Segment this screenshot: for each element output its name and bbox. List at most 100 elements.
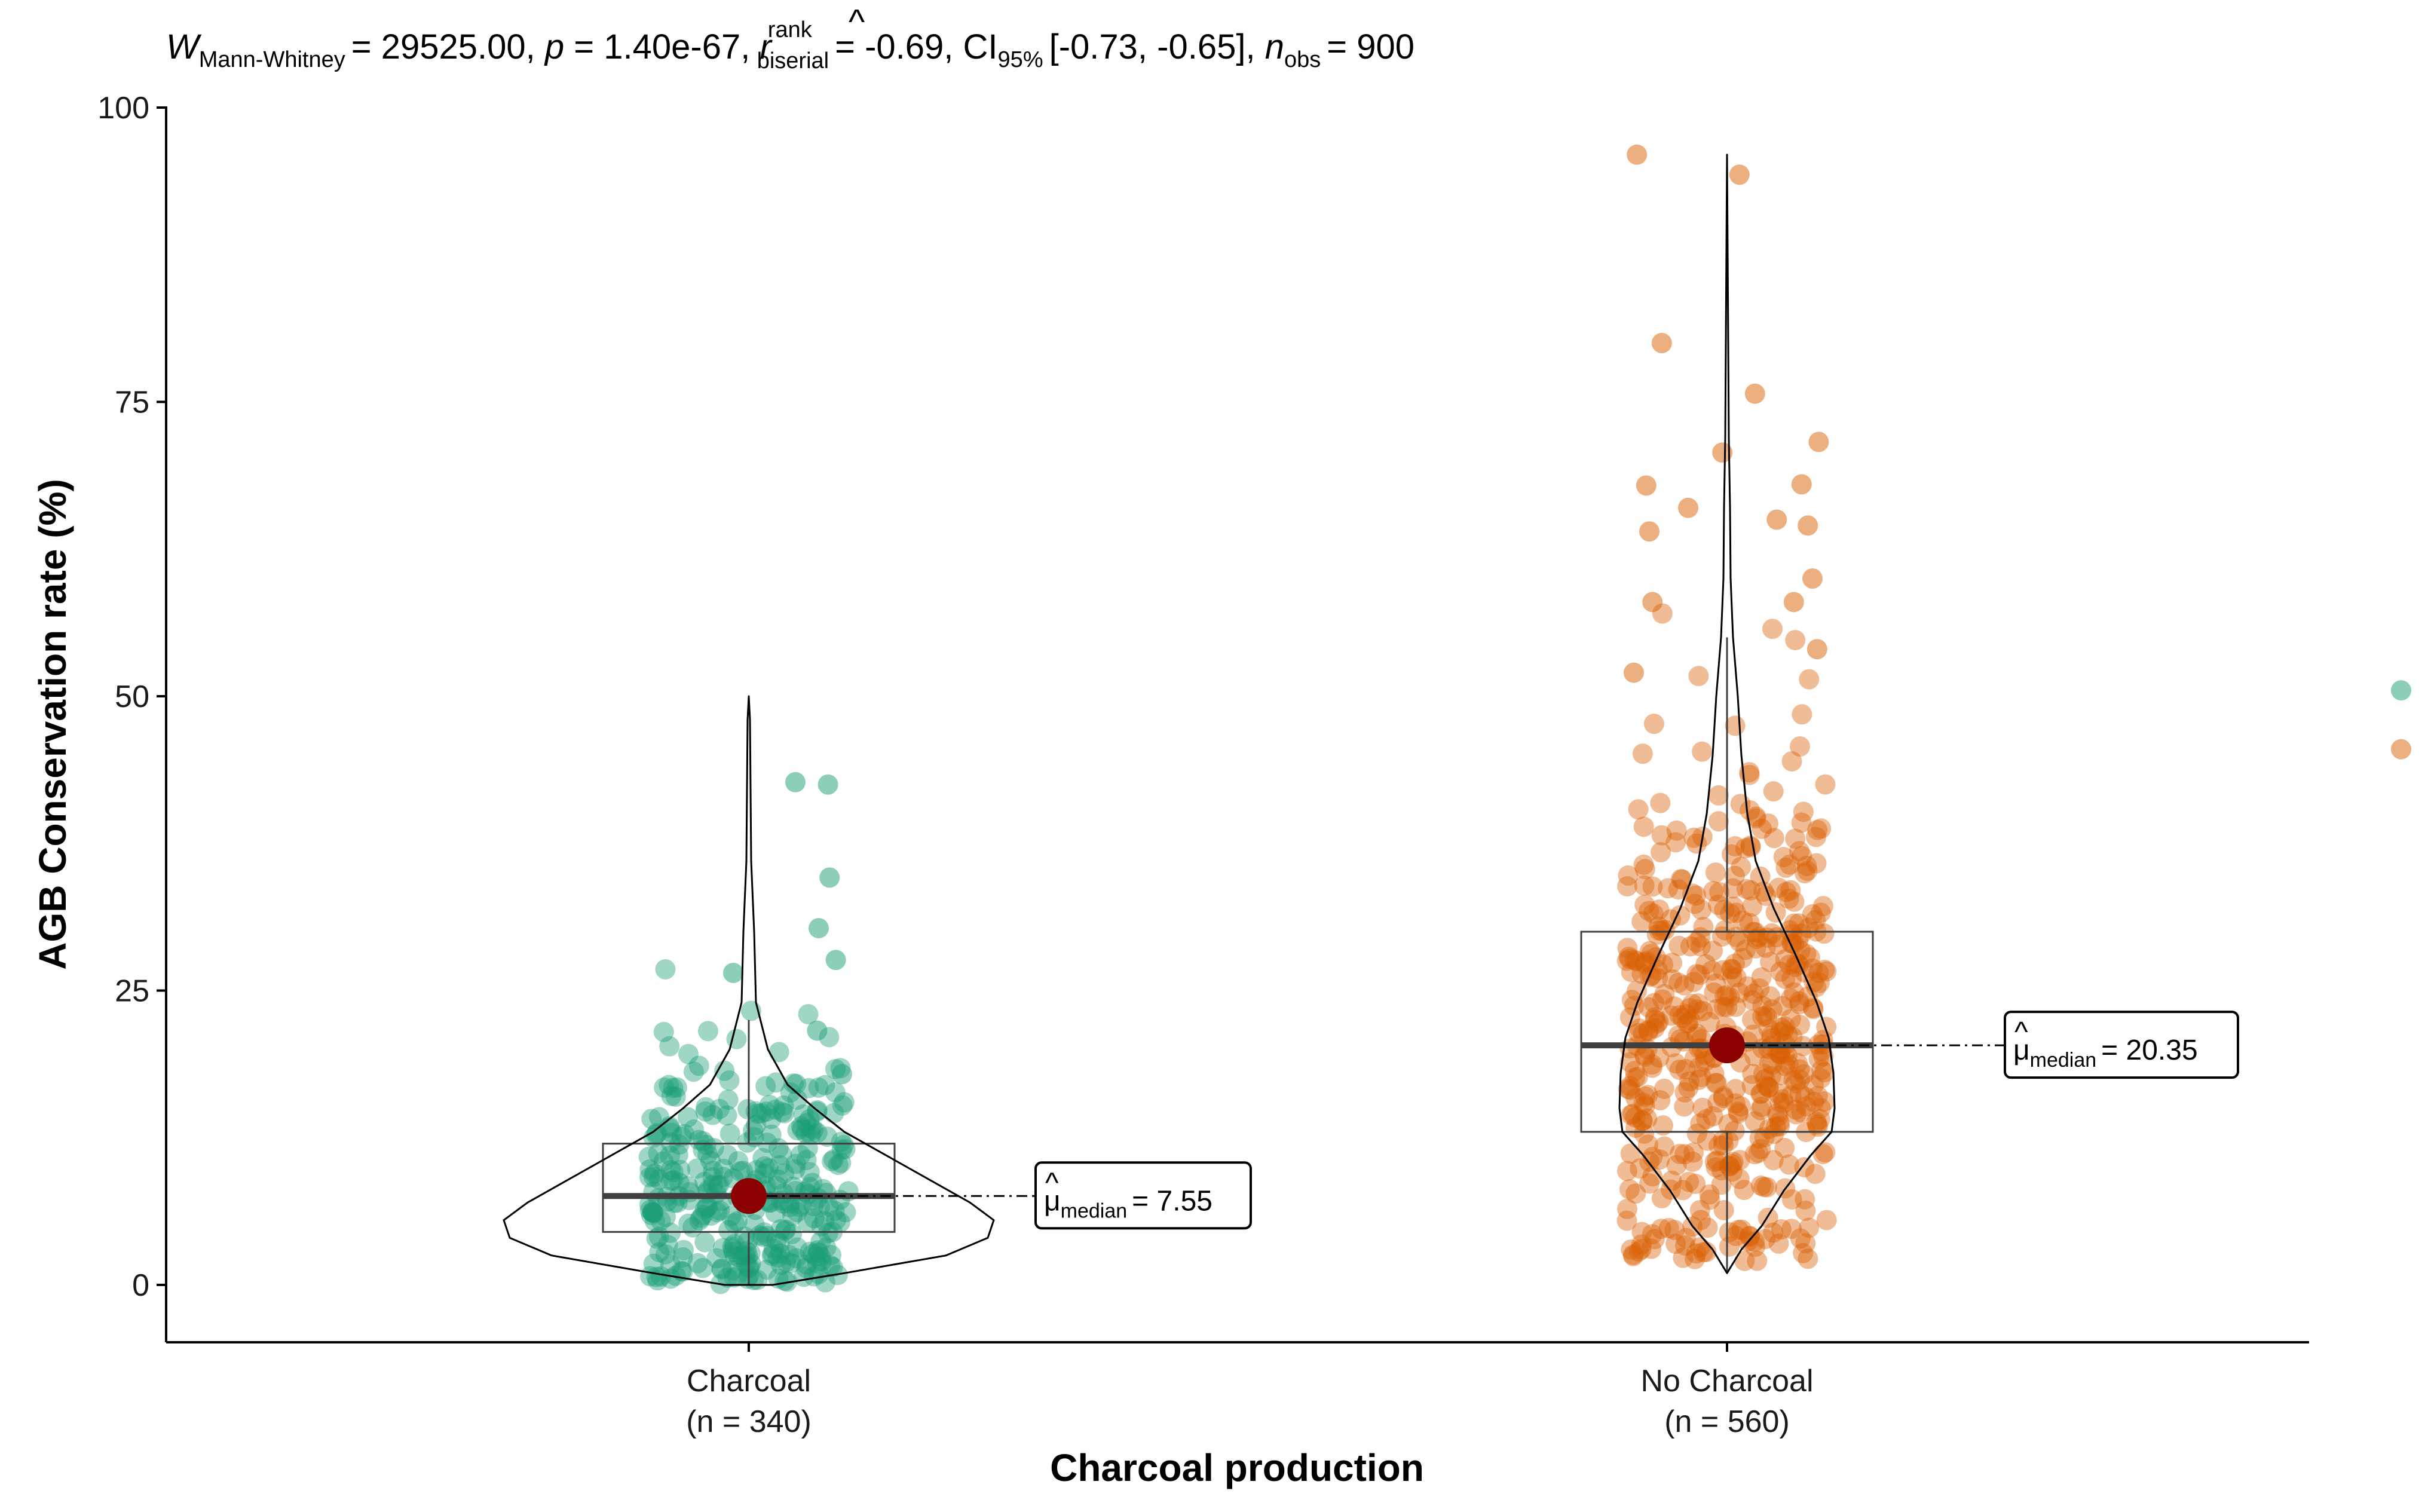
data-point <box>1642 1054 1662 1075</box>
data-point <box>1693 1242 1714 1263</box>
data-point <box>1785 630 1806 651</box>
data-point <box>1618 865 1639 886</box>
data-point <box>1639 941 1660 962</box>
data-point <box>666 1077 687 1098</box>
data-point <box>816 1237 837 1258</box>
data-point <box>1662 969 1683 990</box>
data-point <box>826 1210 847 1231</box>
data-point <box>1798 1248 1818 1269</box>
data-point <box>693 1131 714 1152</box>
data-point <box>1665 1234 1686 1254</box>
data-point <box>1700 1189 1720 1210</box>
data-point <box>1639 966 1660 987</box>
data-point <box>768 1042 789 1063</box>
data-point <box>660 1145 681 1166</box>
data-point <box>1726 967 1747 988</box>
data-point <box>1679 997 1700 1018</box>
data-point <box>689 1210 710 1231</box>
data-point <box>659 1116 680 1137</box>
data-point <box>1724 1121 1745 1141</box>
data-point <box>1762 999 1783 1020</box>
data-point <box>697 1196 718 1217</box>
data-point <box>763 1244 783 1265</box>
data-point <box>1674 1144 1695 1165</box>
data-point <box>1689 1237 1710 1258</box>
data-point <box>1763 1150 1784 1171</box>
data-point <box>728 1150 749 1171</box>
data-point <box>1713 960 1734 981</box>
data-point <box>1685 893 1706 914</box>
data-point <box>1725 865 1746 886</box>
data-point <box>1668 972 1689 993</box>
box-body <box>1580 931 1874 1133</box>
data-point <box>1742 1063 1763 1084</box>
data-point <box>730 1161 751 1182</box>
data-point <box>787 1120 808 1141</box>
data-point <box>759 1094 780 1115</box>
data-point <box>1639 521 1659 542</box>
data-point <box>780 1253 801 1274</box>
data-point <box>711 1258 732 1279</box>
data-point <box>1788 929 1809 950</box>
data-point <box>647 1123 668 1144</box>
data-point <box>1697 1130 1717 1151</box>
data-point <box>1735 939 1756 960</box>
data-point <box>1622 1103 1643 1124</box>
data-point <box>1625 1088 1646 1109</box>
data-point <box>808 1077 829 1098</box>
data-point <box>1644 1018 1665 1039</box>
data-point <box>1816 1210 1837 1231</box>
data-point <box>1627 144 1648 165</box>
box-body <box>602 1143 896 1233</box>
r-hat-accent: ^ <box>849 2 865 41</box>
data-point <box>1631 911 1652 932</box>
data-point <box>662 1122 682 1143</box>
data-point <box>790 1144 811 1165</box>
data-point <box>1810 902 1831 923</box>
data-point <box>648 1226 669 1247</box>
x-ticks: Charcoal (n = 340) No Charcoal (n = 560) <box>686 1342 1814 1439</box>
data-point <box>774 1163 795 1184</box>
data-point <box>1794 1157 1815 1178</box>
data-point <box>1668 879 1689 900</box>
data-point <box>1741 896 1762 917</box>
data-point <box>1697 1217 1718 1238</box>
data-point <box>1720 903 1741 924</box>
data-point <box>1797 861 1818 882</box>
data-point <box>791 1116 812 1137</box>
y-ticks: 0 25 50 75 100 <box>97 91 166 1303</box>
data-point <box>1634 952 1655 973</box>
data-point <box>694 1171 715 1192</box>
data-point <box>1679 1071 1700 1092</box>
data-point <box>1789 1069 1810 1090</box>
data-point <box>709 1174 730 1195</box>
data-point <box>1666 1155 1687 1176</box>
data-point <box>1798 917 1819 938</box>
data-point <box>1770 961 1791 982</box>
data-point <box>1759 1118 1780 1139</box>
data-point <box>700 1150 721 1171</box>
data-point <box>1669 1143 1690 1164</box>
data-point <box>1785 1073 1806 1094</box>
data-point <box>644 1163 665 1184</box>
data-point <box>822 1257 843 1278</box>
data-point <box>1618 946 1639 967</box>
data-point <box>1791 812 1812 833</box>
data-point <box>820 1245 841 1266</box>
data-point <box>1746 806 1766 827</box>
data-point <box>787 1237 808 1258</box>
data-point <box>1630 1158 1651 1179</box>
data-point <box>1624 1060 1645 1081</box>
data-point <box>766 1072 786 1093</box>
median-label-box <box>2004 1011 2239 1079</box>
data-point <box>1722 959 1743 980</box>
data-point <box>1789 991 1809 1012</box>
data-point <box>1701 960 1722 981</box>
data-point <box>1634 1086 1655 1107</box>
data-point <box>669 1134 690 1155</box>
data-point <box>1706 1073 1727 1094</box>
data-point <box>696 1097 717 1118</box>
data-point <box>831 1152 852 1173</box>
data-point <box>641 1109 662 1130</box>
